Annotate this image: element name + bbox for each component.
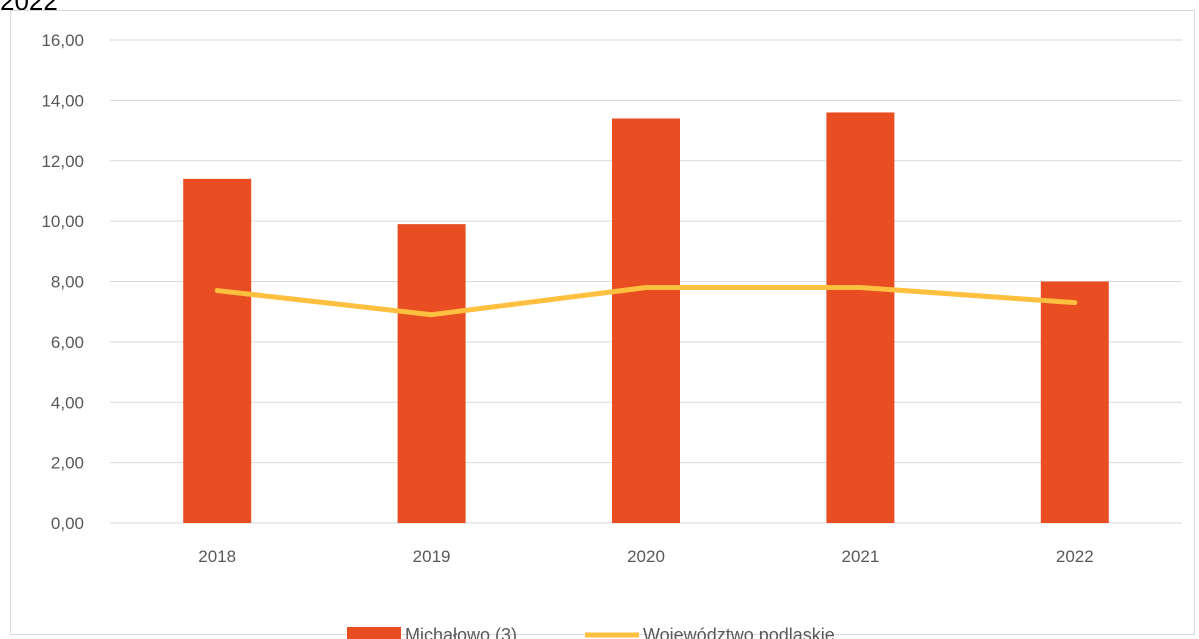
y-tick-label: 10,00: [41, 212, 84, 231]
legend-label-bar: Michałowo (3): [405, 625, 517, 639]
bar: [183, 178, 252, 524]
line-series: [214, 285, 1078, 318]
bar: [1040, 281, 1109, 523]
y-tick-label: 4,00: [51, 393, 84, 412]
bar-series: [183, 112, 1109, 524]
x-tick-label: 2021: [841, 547, 879, 566]
x-tick-label: 2018: [198, 547, 236, 566]
bar: [826, 112, 895, 523]
x-axis-ticks: 2018 2019 2020 2021 2022: [198, 547, 1093, 566]
bar: [612, 118, 680, 524]
series-line: [214, 285, 1078, 318]
y-tick-label: 14,00: [41, 91, 84, 110]
legend-label-line: Województwo podlaskie: [643, 625, 835, 639]
y-tick-label: 16,00: [41, 31, 84, 50]
x-tick-label: 2020: [627, 547, 665, 566]
y-tick-label: 0,00: [51, 514, 84, 533]
legend: Michałowo (3) Województwo podlaskie: [347, 625, 835, 639]
y-tick-label: 6,00: [51, 333, 84, 352]
bar: [397, 224, 466, 524]
y-tick-label: 8,00: [51, 273, 84, 292]
y-axis-ticks: 0,00 2,00 4,00 6,00 8,00 10,00 12,00 14,00 16,00: [41, 31, 84, 533]
legend-swatch-bar: [347, 627, 401, 639]
y-tick-label: 12,00: [41, 152, 84, 171]
y-tick-label: 2,00: [51, 454, 84, 473]
x-tick-label: 2019: [413, 547, 451, 566]
x-tick-label: 2022: [1056, 547, 1094, 566]
